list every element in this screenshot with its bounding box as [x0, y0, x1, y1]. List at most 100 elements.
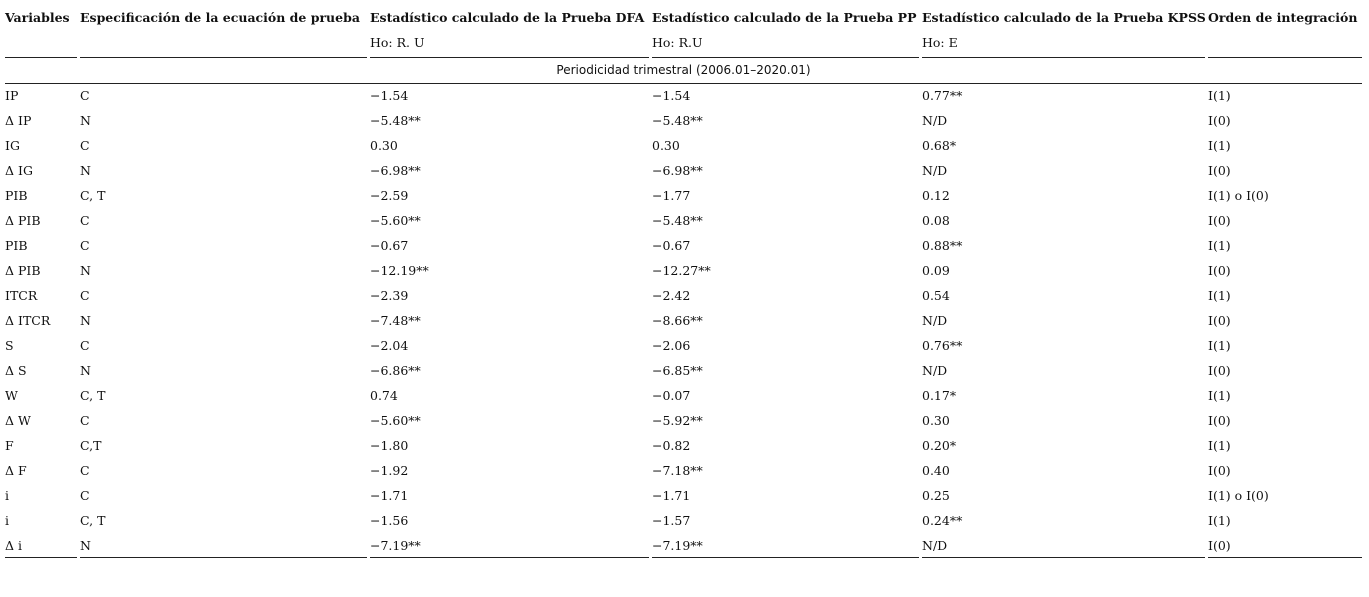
- column-subheader: Ho: R. U: [370, 35, 425, 50]
- table-cell: −7.48**: [370, 313, 421, 328]
- table-cell: C: [80, 88, 90, 103]
- table-cell: 0.09: [922, 263, 950, 278]
- table-cell: ITCR: [5, 288, 38, 303]
- table-cell: −5.48**: [652, 113, 703, 128]
- table-cell: −5.48**: [652, 213, 703, 228]
- table-cell: Δ IP: [5, 113, 32, 128]
- table-cell: Δ ITCR: [5, 313, 51, 328]
- table-cell: I(0): [1208, 163, 1231, 178]
- rule: [80, 557, 367, 558]
- table-cell: −7.18**: [652, 463, 703, 478]
- table-cell: −2.59: [370, 188, 409, 203]
- table-cell: N/D: [922, 163, 948, 178]
- rule: [1208, 57, 1362, 58]
- table-cell: 0.20*: [922, 438, 957, 453]
- table-cell: Δ F: [5, 463, 27, 478]
- table-cell: −1.57: [652, 513, 691, 528]
- table-cell: I(0): [1208, 413, 1231, 428]
- rule: [5, 83, 1362, 84]
- table-cell: C, T: [80, 388, 106, 403]
- table-cell: I(0): [1208, 363, 1231, 378]
- column-header: Orden de integración: [1208, 10, 1358, 25]
- table-cell: W: [5, 388, 18, 403]
- table-cell: N: [80, 263, 91, 278]
- table-cell: I(1): [1208, 138, 1231, 153]
- table-cell: 0.77**: [922, 88, 963, 103]
- table-cell: 0.25: [922, 488, 950, 503]
- table-cell: C,T: [80, 438, 102, 453]
- table-cell: 0.68*: [922, 138, 957, 153]
- table-cell: N/D: [922, 363, 948, 378]
- table-cell: C: [80, 338, 90, 353]
- rule: [652, 557, 919, 558]
- table-cell: N: [80, 363, 91, 378]
- period-label: Periodicidad trimestral (2006.01–2020.01…: [556, 63, 811, 77]
- table-cell: I(0): [1208, 463, 1231, 478]
- table-cell: 0.12: [922, 188, 950, 203]
- table-cell: I(0): [1208, 313, 1231, 328]
- table-cell: 0.17*: [922, 388, 957, 403]
- rule: [922, 57, 1205, 58]
- table-cell: C: [80, 138, 90, 153]
- table-cell: I(1): [1208, 288, 1231, 303]
- table-cell: −7.19**: [370, 538, 421, 553]
- table-cell: 0.08: [922, 213, 950, 228]
- table-cell: N: [80, 163, 91, 178]
- table-cell: 0.30: [922, 413, 950, 428]
- table-cell: −6.86**: [370, 363, 421, 378]
- table-cell: C: [80, 238, 90, 253]
- table-cell: −1.54: [652, 88, 691, 103]
- column-subheader: Ho: E: [922, 35, 958, 50]
- table-cell: −6.98**: [652, 163, 703, 178]
- table-cell: −1.71: [370, 488, 409, 503]
- table-cell: −1.80: [370, 438, 409, 453]
- table-cell: N/D: [922, 538, 948, 553]
- table-cell: Δ PIB: [5, 263, 41, 278]
- table-cell: C, T: [80, 513, 106, 528]
- table-cell: −1.92: [370, 463, 409, 478]
- column-header: Variables: [5, 10, 70, 25]
- table-cell: −1.56: [370, 513, 409, 528]
- rule: [1208, 557, 1362, 558]
- table-cell: −0.67: [370, 238, 409, 253]
- table-cell: −0.07: [652, 388, 691, 403]
- table-cell: Δ S: [5, 363, 27, 378]
- rule: [922, 557, 1205, 558]
- table-cell: C: [80, 488, 90, 503]
- table-cell: N/D: [922, 113, 948, 128]
- table-cell: I(0): [1208, 263, 1231, 278]
- rule: [5, 57, 77, 58]
- rule: [370, 57, 649, 58]
- table-cell: −7.19**: [652, 538, 703, 553]
- table-cell: IP: [5, 88, 19, 103]
- table-cell: S: [5, 338, 14, 353]
- table-cell: PIB: [5, 188, 28, 203]
- table-cell: 0.54: [922, 288, 950, 303]
- column-header: Estadístico calculado de la Prueba DFA: [370, 10, 645, 25]
- table-cell: N: [80, 538, 91, 553]
- table-cell: I(0): [1208, 538, 1231, 553]
- table-cell: Δ IG: [5, 163, 33, 178]
- table-cell: I(1): [1208, 513, 1231, 528]
- table-cell: i: [5, 513, 9, 528]
- table-cell: −2.06: [652, 338, 691, 353]
- table-cell: I(1): [1208, 438, 1231, 453]
- table-cell: PIB: [5, 238, 28, 253]
- table-cell: −0.67: [652, 238, 691, 253]
- rule: [80, 57, 367, 58]
- table-cell: 0.30: [370, 138, 398, 153]
- table-cell: N: [80, 113, 91, 128]
- table-cell: C: [80, 413, 90, 428]
- table-cell: I(1) o I(0): [1208, 188, 1269, 203]
- table-cell: C: [80, 213, 90, 228]
- table-cell: −2.04: [370, 338, 409, 353]
- table-cell: 0.40: [922, 463, 950, 478]
- table-cell: −5.60**: [370, 213, 421, 228]
- table-cell: I(0): [1208, 213, 1231, 228]
- table-cell: I(1): [1208, 88, 1231, 103]
- table-cell: I(1): [1208, 338, 1231, 353]
- table-cell: −0.82: [652, 438, 691, 453]
- rule: [370, 557, 649, 558]
- table-cell: −12.19**: [370, 263, 429, 278]
- table-cell: 0.30: [652, 138, 680, 153]
